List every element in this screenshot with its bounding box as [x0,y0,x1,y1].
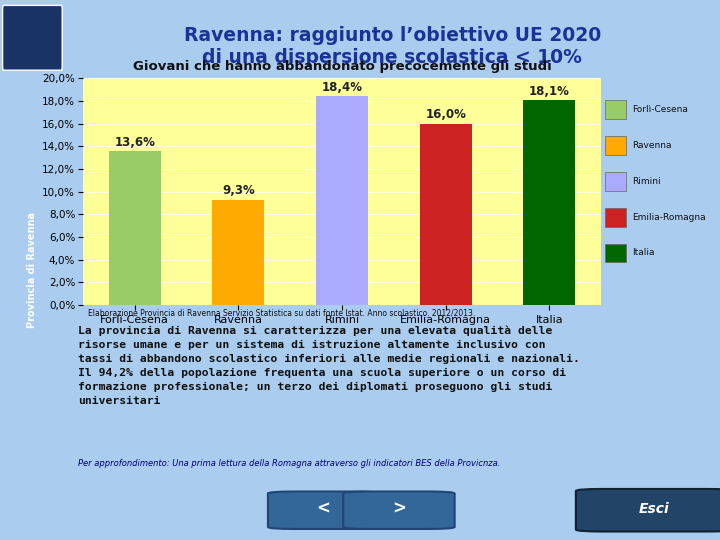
Text: Ravenna: raggiunto l’obiettivo UE 2020: Ravenna: raggiunto l’obiettivo UE 2020 [184,25,601,45]
Text: Forlì-Cesena: Forlì-Cesena [632,105,688,114]
Text: Emilia-Romagna: Emilia-Romagna [632,213,706,221]
FancyBboxPatch shape [268,491,379,529]
Text: Esci: Esci [639,502,670,516]
Bar [605,100,626,119]
FancyBboxPatch shape [343,491,454,529]
Text: 13,6%: 13,6% [114,136,155,148]
Text: La provincia di Ravenna si caratterizza per una elevata qualità delle
risorse um: La provincia di Ravenna si caratterizza … [78,325,580,406]
Bar [605,207,626,227]
Text: Italia: Italia [632,248,654,258]
Text: Per approfondimento: Una prima lettura della Romagna attraverso gli indicatori B: Per approfondimento: Una prima lettura d… [78,459,500,468]
Text: Provincia di Ravenna: Provincia di Ravenna [27,212,37,328]
Text: 18,4%: 18,4% [322,81,362,94]
Text: 16,0%: 16,0% [426,109,466,122]
Bar [420,124,472,305]
Text: Ravenna: Ravenna [632,141,671,150]
Bar [109,151,161,305]
Text: <: < [317,500,330,518]
Bar [605,172,626,191]
Title: Giovani che hanno abbandonato precocemente gli studi: Giovani che hanno abbandonato precocemen… [132,60,552,73]
FancyBboxPatch shape [576,489,720,531]
Bar [605,244,626,262]
Text: 18,1%: 18,1% [529,85,570,98]
FancyBboxPatch shape [3,5,62,70]
Text: >: > [392,500,406,518]
Text: Rimini: Rimini [632,177,660,186]
Bar [605,136,626,155]
Bar [523,100,575,305]
Bar [212,200,264,305]
Text: Elaborazione Provincia di Ravenna Servizio Statistica su dati fonte Istat. Anno : Elaborazione Provincia di Ravenna Serviz… [88,308,475,317]
Text: di una dispersione scolastica < 10%: di una dispersione scolastica < 10% [202,48,582,68]
Text: 9,3%: 9,3% [222,184,255,197]
Bar [316,97,368,305]
